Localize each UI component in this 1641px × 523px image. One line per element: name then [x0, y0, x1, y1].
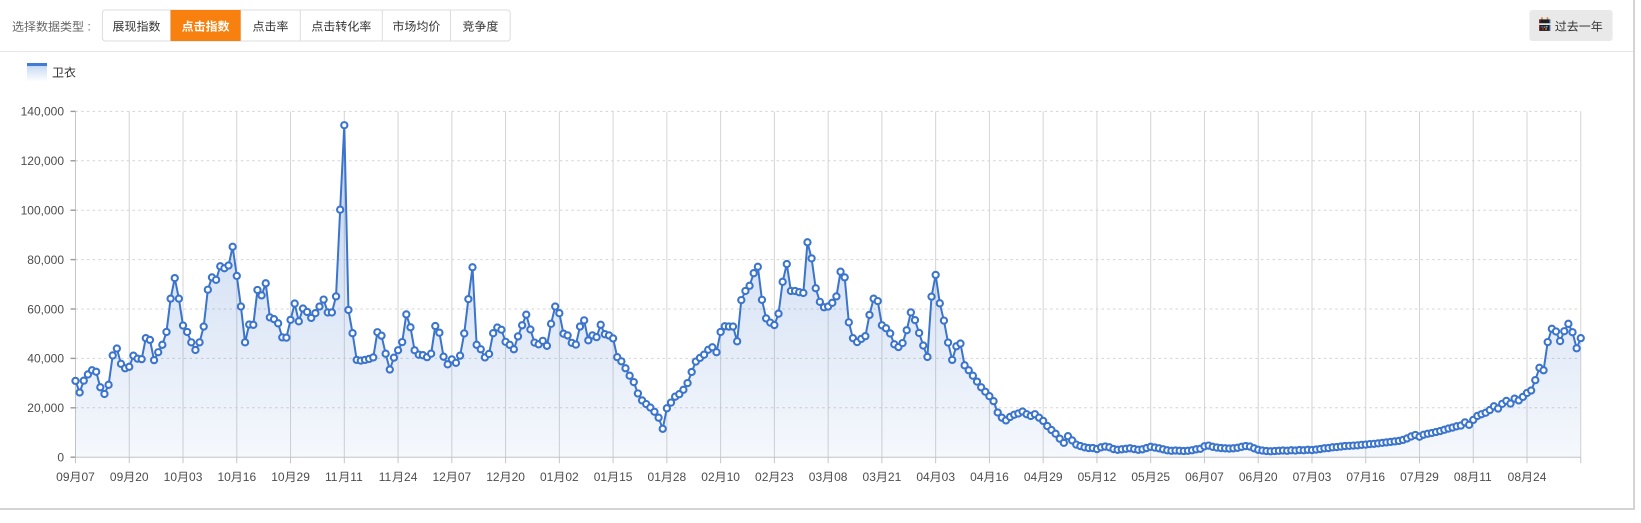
- svg-text:29: 29: [1049, 470, 1063, 484]
- svg-text:03: 03: [189, 470, 203, 484]
- svg-text:02: 02: [565, 470, 579, 484]
- svg-text:11: 11: [379, 470, 392, 484]
- svg-text:24: 24: [1533, 470, 1547, 484]
- svg-text:29: 29: [297, 470, 311, 484]
- svg-text:03: 03: [1318, 470, 1332, 484]
- svg-text:06: 06: [1185, 470, 1199, 484]
- svg-text:04: 04: [970, 470, 984, 484]
- svg-text:09: 09: [56, 470, 70, 484]
- svg-text:12: 12: [486, 470, 500, 484]
- svg-text:80,000: 80,000: [27, 253, 64, 267]
- svg-text:16: 16: [995, 470, 1009, 484]
- svg-text:03: 03: [863, 470, 877, 484]
- svg-text:03: 03: [942, 470, 956, 484]
- svg-text:15: 15: [619, 470, 633, 484]
- svg-text:08: 08: [834, 470, 848, 484]
- svg-text:28: 28: [673, 470, 687, 484]
- svg-text:0: 0: [57, 451, 64, 465]
- svg-text:07: 07: [458, 470, 472, 484]
- svg-text:100,000: 100,000: [21, 204, 65, 218]
- svg-text:08: 08: [1454, 470, 1468, 484]
- svg-text:23: 23: [780, 470, 794, 484]
- svg-text:03: 03: [809, 470, 823, 484]
- svg-text:07: 07: [1346, 470, 1360, 484]
- svg-text:02: 02: [701, 470, 715, 484]
- svg-text:10: 10: [727, 470, 741, 484]
- svg-text:21: 21: [888, 470, 902, 484]
- svg-text:16: 16: [243, 470, 257, 484]
- svg-text:01: 01: [648, 470, 662, 484]
- svg-text:04: 04: [916, 470, 930, 484]
- svg-text:20: 20: [512, 470, 526, 484]
- svg-text:11: 11: [1479, 470, 1492, 484]
- svg-text:02: 02: [755, 470, 769, 484]
- svg-text:05: 05: [1131, 470, 1145, 484]
- svg-text:20: 20: [135, 470, 149, 484]
- svg-text:20,000: 20,000: [27, 401, 64, 415]
- svg-text:12: 12: [432, 470, 446, 484]
- svg-text::: :: [88, 20, 91, 34]
- svg-text:140,000: 140,000: [21, 105, 65, 119]
- svg-text:04: 04: [1024, 470, 1038, 484]
- svg-text:16: 16: [1372, 470, 1386, 484]
- svg-text:06: 06: [1239, 470, 1253, 484]
- svg-text:01: 01: [540, 470, 554, 484]
- svg-text:10: 10: [164, 470, 178, 484]
- svg-text:11: 11: [325, 470, 338, 484]
- svg-text:12: 12: [1103, 470, 1117, 484]
- svg-text:09: 09: [110, 470, 124, 484]
- svg-text:11: 11: [350, 470, 363, 484]
- svg-text:120,000: 120,000: [21, 154, 65, 168]
- svg-text:07: 07: [1293, 470, 1307, 484]
- svg-text:60,000: 60,000: [27, 302, 64, 316]
- svg-text:07: 07: [1400, 470, 1414, 484]
- svg-text:29: 29: [1426, 470, 1440, 484]
- svg-text:40,000: 40,000: [27, 352, 64, 366]
- svg-text:20: 20: [1264, 470, 1278, 484]
- svg-text:25: 25: [1157, 470, 1171, 484]
- svg-text:07: 07: [82, 470, 96, 484]
- svg-text:05: 05: [1078, 470, 1092, 484]
- svg-text:10: 10: [217, 470, 231, 484]
- svg-text:10: 10: [271, 470, 285, 484]
- svg-text:07: 07: [1210, 470, 1224, 484]
- svg-text:08: 08: [1508, 470, 1522, 484]
- svg-text:24: 24: [404, 470, 418, 484]
- svg-text:01: 01: [594, 470, 608, 484]
